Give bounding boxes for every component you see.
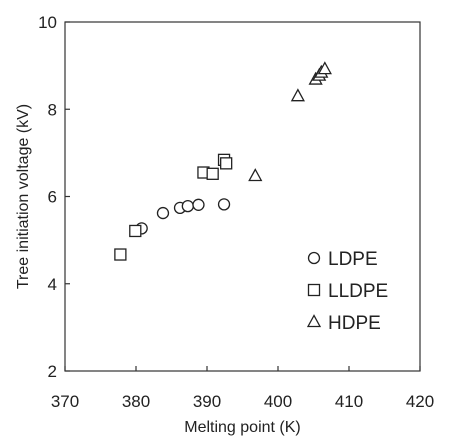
x-tick-label: 410 bbox=[335, 392, 363, 411]
legend-label-ldpe: LDPE bbox=[328, 249, 378, 270]
hdpe-point bbox=[248, 168, 263, 182]
hdpe-point bbox=[317, 61, 332, 75]
x-tick-label: 370 bbox=[51, 392, 79, 411]
ldpe-point bbox=[156, 206, 170, 220]
y-tick-label: 10 bbox=[38, 13, 57, 32]
x-tick-label: 420 bbox=[406, 392, 434, 411]
hdpe-legend-marker bbox=[306, 314, 322, 328]
ldpe-point bbox=[192, 198, 205, 211]
legend: LDPE LLDPE HDPE bbox=[306, 249, 388, 334]
y-tick-label: 8 bbox=[48, 100, 57, 119]
ldpe-legend-marker bbox=[307, 251, 321, 265]
lldpe-point bbox=[129, 224, 142, 238]
data-points bbox=[114, 61, 332, 261]
hdpe-point bbox=[290, 88, 305, 102]
y-axis-title: Tree initiation voltage (kV) bbox=[15, 104, 32, 289]
x-tick-label: 380 bbox=[122, 392, 150, 411]
axes: 370 380 390 400 410 420 2 4 6 8 10 bbox=[38, 13, 434, 411]
legend-label-lldpe: LLDPE bbox=[328, 281, 388, 302]
ldpe-point bbox=[217, 198, 231, 211]
lldpe-point bbox=[114, 248, 127, 261]
y-tick-label: 2 bbox=[48, 362, 57, 381]
x-axis-title: Melting point (K) bbox=[184, 419, 301, 436]
y-tick-label: 6 bbox=[48, 188, 57, 207]
ldpe-point bbox=[181, 199, 194, 213]
lldpe-point bbox=[206, 167, 219, 180]
lldpe-legend-marker bbox=[307, 283, 321, 297]
lldpe-point bbox=[220, 157, 233, 170]
x-tick-label: 390 bbox=[193, 392, 221, 411]
y-tick-label: 4 bbox=[48, 275, 57, 294]
x-tick-label: 400 bbox=[264, 392, 292, 411]
legend-label-hdpe: HDPE bbox=[328, 313, 381, 334]
